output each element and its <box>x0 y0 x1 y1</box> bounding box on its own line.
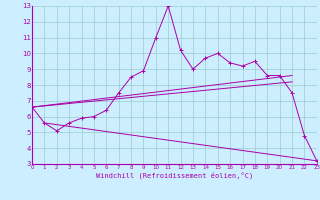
X-axis label: Windchill (Refroidissement éolien,°C): Windchill (Refroidissement éolien,°C) <box>96 171 253 179</box>
